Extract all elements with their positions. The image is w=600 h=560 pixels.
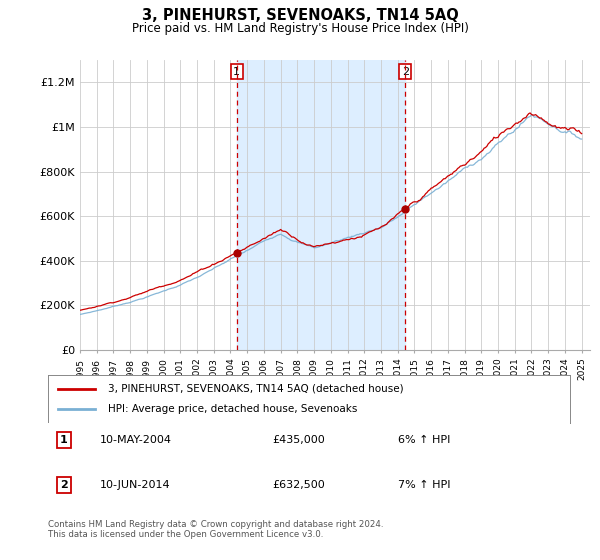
Text: Contains HM Land Registry data © Crown copyright and database right 2024.
This d: Contains HM Land Registry data © Crown c… bbox=[48, 520, 383, 539]
Text: 2: 2 bbox=[60, 480, 68, 491]
Text: 10-JUN-2014: 10-JUN-2014 bbox=[100, 480, 171, 491]
Text: £632,500: £632,500 bbox=[272, 480, 325, 491]
Text: 2: 2 bbox=[401, 67, 409, 77]
Text: Price paid vs. HM Land Registry's House Price Index (HPI): Price paid vs. HM Land Registry's House … bbox=[131, 22, 469, 35]
Text: £435,000: £435,000 bbox=[272, 435, 325, 445]
Text: 1: 1 bbox=[60, 435, 68, 445]
Text: 10-MAY-2004: 10-MAY-2004 bbox=[100, 435, 172, 445]
Text: 7% ↑ HPI: 7% ↑ HPI bbox=[398, 480, 450, 491]
Bar bbox=[236, 60, 405, 350]
Text: 3, PINEHURST, SEVENOAKS, TN14 5AQ: 3, PINEHURST, SEVENOAKS, TN14 5AQ bbox=[142, 8, 458, 24]
Text: 3, PINEHURST, SEVENOAKS, TN14 5AQ (detached house): 3, PINEHURST, SEVENOAKS, TN14 5AQ (detac… bbox=[108, 384, 404, 394]
Text: 6% ↑ HPI: 6% ↑ HPI bbox=[398, 435, 450, 445]
Text: HPI: Average price, detached house, Sevenoaks: HPI: Average price, detached house, Seve… bbox=[108, 404, 358, 414]
Text: 1: 1 bbox=[233, 67, 240, 77]
